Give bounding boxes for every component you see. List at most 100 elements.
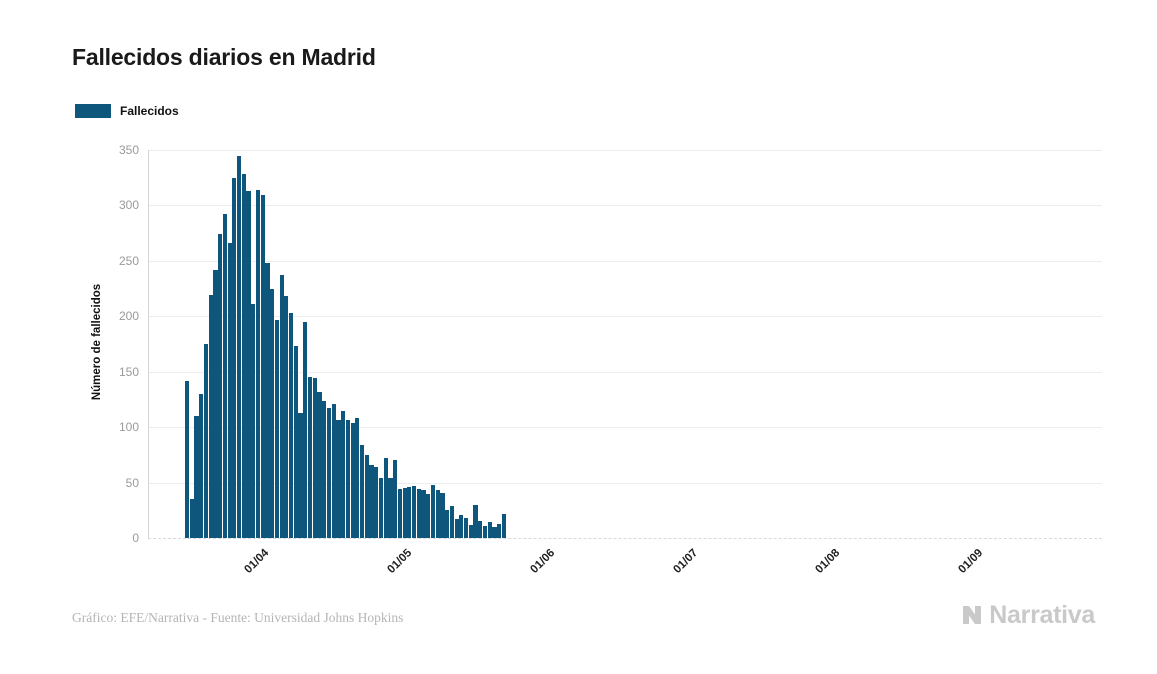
bar[interactable] — [449, 505, 454, 538]
bar[interactable] — [497, 523, 502, 538]
bar[interactable] — [501, 513, 506, 538]
bar[interactable] — [345, 420, 350, 538]
narrativa-logo-text: Narrativa — [989, 601, 1095, 629]
y-axis-title: Número de fallecidos — [91, 283, 103, 401]
bar[interactable] — [393, 460, 398, 538]
bar[interactable] — [463, 518, 469, 538]
y-tick-label: 250 — [118, 253, 139, 268]
bar[interactable] — [265, 263, 270, 538]
bar[interactable] — [222, 214, 228, 538]
x-tick-label: 01/06 — [528, 547, 557, 576]
bar[interactable] — [289, 312, 294, 538]
bar[interactable] — [350, 422, 355, 538]
bar[interactable] — [383, 458, 388, 538]
bar[interactable] — [336, 420, 341, 538]
bar[interactable] — [260, 195, 265, 538]
bar[interactable] — [397, 489, 402, 538]
gridline — [148, 316, 1102, 318]
bar[interactable] — [487, 522, 492, 538]
gridline — [148, 205, 1102, 207]
y-tick-label: 200 — [118, 309, 139, 324]
y-tick-label: 0 — [132, 531, 139, 545]
bar[interactable] — [388, 478, 393, 538]
bar[interactable] — [435, 490, 440, 538]
bar[interactable] — [298, 412, 303, 538]
bar[interactable] — [255, 189, 261, 538]
bar[interactable] — [407, 487, 412, 538]
x-tick-label: 01/09 — [956, 547, 985, 576]
bar[interactable] — [454, 519, 459, 538]
bar[interactable] — [317, 391, 322, 538]
bar[interactable] — [459, 514, 464, 538]
bar[interactable] — [270, 288, 275, 538]
bar[interactable] — [355, 418, 360, 538]
bar[interactable] — [312, 378, 317, 538]
bar[interactable] — [279, 275, 284, 538]
bar[interactable] — [246, 191, 251, 538]
bar[interactable] — [274, 319, 280, 538]
bar[interactable] — [445, 510, 450, 538]
bar[interactable] — [378, 478, 384, 538]
bar[interactable] — [369, 464, 374, 538]
bar[interactable] — [359, 444, 365, 538]
bar[interactable] — [478, 521, 483, 538]
x-tick-label: 01/07 — [671, 547, 700, 576]
bar[interactable] — [293, 346, 298, 538]
bar[interactable] — [374, 467, 379, 538]
gridline — [148, 482, 1102, 484]
bar[interactable] — [440, 492, 445, 538]
bar[interactable] — [185, 380, 190, 538]
bar[interactable] — [199, 393, 204, 538]
y-tick-label: 150 — [118, 364, 139, 379]
x-tick-label: 01/04 — [242, 547, 272, 576]
bar[interactable] — [189, 499, 194, 538]
bar[interactable] — [218, 234, 223, 538]
legend-swatch — [75, 104, 111, 118]
bar[interactable] — [232, 177, 237, 538]
bar[interactable] — [303, 321, 308, 538]
bar[interactable] — [421, 490, 426, 538]
y-tick-label: 300 — [118, 198, 139, 213]
bar[interactable] — [322, 400, 327, 538]
source-credit: Gráfico: EFE/Narrativa - Fuente: Univers… — [72, 610, 404, 625]
bar[interactable] — [307, 377, 313, 538]
bar[interactable] — [492, 526, 497, 538]
gridline — [148, 371, 1102, 373]
legend-item-fallecidos[interactable]: Fallecidos — [75, 104, 179, 118]
bar[interactable] — [416, 489, 421, 538]
bar[interactable] — [331, 403, 336, 538]
y-tick-label: 50 — [125, 475, 139, 490]
bar[interactable] — [411, 485, 417, 538]
bar[interactable] — [203, 344, 209, 538]
legend-label: Fallecidos — [120, 104, 179, 118]
y-tick-label: 350 — [118, 143, 139, 157]
bar[interactable] — [426, 493, 431, 538]
narrativa-logo-icon — [963, 606, 982, 624]
bar[interactable] — [326, 408, 332, 538]
gridline — [148, 260, 1102, 262]
bar[interactable] — [241, 174, 246, 538]
x-tick-label: 01/08 — [813, 547, 843, 576]
bar[interactable] — [227, 243, 232, 538]
bar[interactable] — [468, 524, 473, 538]
bar[interactable] — [364, 454, 369, 538]
bar[interactable] — [341, 410, 346, 538]
bar[interactable] — [213, 269, 218, 538]
x-axis-line — [148, 537, 1102, 539]
bar[interactable] — [251, 304, 256, 538]
gridline — [148, 150, 1102, 151]
chart-title: Fallecidos diarios en Madrid — [72, 44, 376, 70]
y-tick-label: 100 — [118, 420, 139, 435]
bar[interactable] — [402, 488, 407, 538]
bar[interactable] — [473, 504, 478, 538]
bar[interactable] — [208, 295, 213, 538]
bar[interactable] — [430, 484, 436, 538]
narrativa-logo: Narrativa — [960, 601, 1095, 629]
x-tick-label: 01/05 — [385, 547, 414, 576]
bar[interactable] — [284, 296, 289, 538]
bar[interactable] — [237, 155, 242, 538]
bar[interactable] — [482, 525, 488, 538]
bar[interactable] — [194, 416, 199, 538]
gridline — [148, 427, 1102, 429]
